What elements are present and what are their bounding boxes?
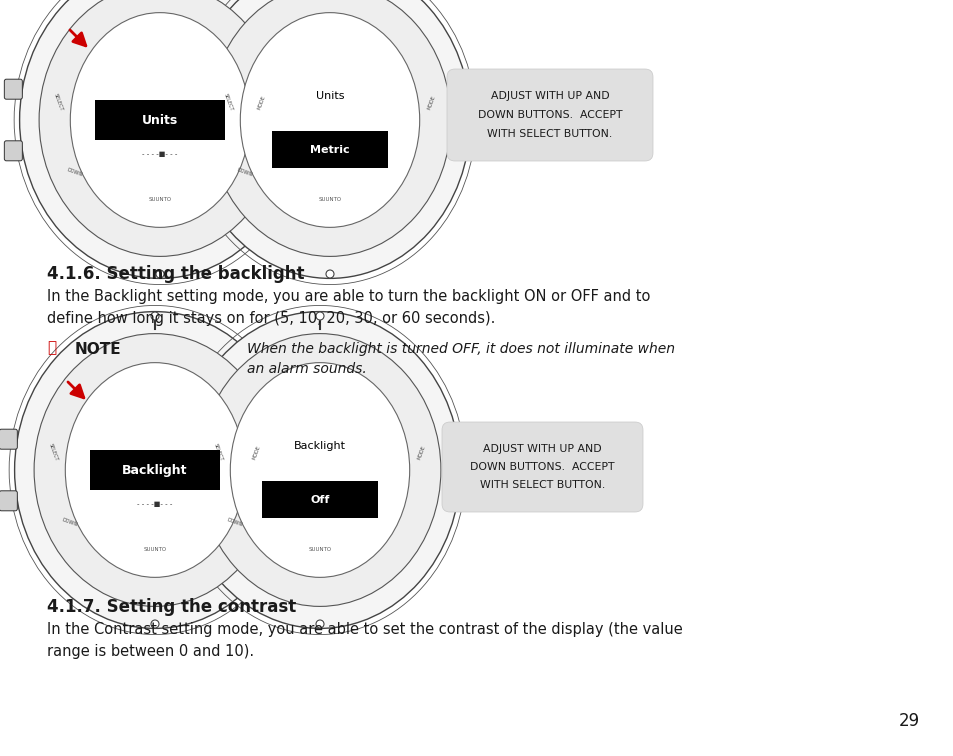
- Circle shape: [315, 312, 324, 320]
- Text: MODE: MODE: [256, 94, 266, 110]
- Text: MODE: MODE: [426, 94, 436, 110]
- Text: SUUNTO: SUUNTO: [149, 197, 172, 202]
- Text: When the backlight is turned OFF, it does not illuminate when: When the backlight is turned OFF, it doe…: [247, 342, 675, 356]
- Text: WITH SELECT BUTTON.: WITH SELECT BUTTON.: [487, 129, 612, 139]
- FancyBboxPatch shape: [164, 429, 182, 449]
- FancyBboxPatch shape: [95, 100, 225, 141]
- Ellipse shape: [82, 32, 237, 208]
- Ellipse shape: [65, 363, 244, 578]
- Ellipse shape: [190, 0, 470, 278]
- Text: SUUNTO: SUUNTO: [308, 547, 332, 552]
- FancyBboxPatch shape: [174, 141, 193, 161]
- Ellipse shape: [71, 13, 250, 228]
- Text: NOTE: NOTE: [75, 342, 121, 357]
- Text: DOWN: DOWN: [61, 518, 77, 528]
- Text: - - - -■- - -: - - - -■- - -: [142, 151, 177, 157]
- FancyBboxPatch shape: [447, 69, 652, 161]
- Text: MODE: MODE: [252, 445, 261, 460]
- Text: DOWN: DOWN: [235, 168, 253, 178]
- Text: range is between 0 and 10).: range is between 0 and 10).: [47, 644, 253, 659]
- Text: Backlight: Backlight: [122, 464, 188, 477]
- FancyBboxPatch shape: [164, 491, 182, 511]
- FancyBboxPatch shape: [261, 481, 378, 519]
- Text: WITH SELECT BUTTON.: WITH SELECT BUTTON.: [479, 481, 604, 491]
- FancyBboxPatch shape: [467, 110, 485, 130]
- Ellipse shape: [20, 0, 300, 278]
- Circle shape: [151, 312, 159, 320]
- Text: 4.1.7. Setting the contrast: 4.1.7. Setting the contrast: [47, 598, 296, 616]
- Ellipse shape: [179, 311, 460, 628]
- Text: Metric: Metric: [310, 144, 350, 154]
- Text: DOWN: DOWN: [66, 168, 83, 178]
- FancyBboxPatch shape: [5, 79, 22, 99]
- Ellipse shape: [209, 0, 451, 256]
- FancyBboxPatch shape: [293, 460, 311, 480]
- Text: ADJUST WITH UP AND: ADJUST WITH UP AND: [482, 444, 601, 454]
- Text: DOWN BUTTONS.  ACCEPT: DOWN BUTTONS. ACCEPT: [470, 462, 614, 472]
- Text: DOWN: DOWN: [226, 518, 242, 528]
- FancyBboxPatch shape: [441, 422, 642, 512]
- Circle shape: [326, 270, 334, 278]
- Ellipse shape: [242, 382, 397, 558]
- Text: SUUNTO: SUUNTO: [143, 547, 167, 552]
- Text: Units: Units: [142, 114, 178, 127]
- Ellipse shape: [77, 382, 233, 558]
- FancyBboxPatch shape: [5, 141, 22, 161]
- Text: Off: Off: [310, 494, 330, 504]
- Text: In the Backlight setting mode, you are able to turn the backlight ON or OFF and : In the Backlight setting mode, you are a…: [47, 289, 650, 304]
- Text: ADJUST WITH UP AND: ADJUST WITH UP AND: [490, 91, 609, 101]
- FancyBboxPatch shape: [0, 429, 17, 449]
- Ellipse shape: [199, 333, 440, 606]
- Text: MODE: MODE: [416, 445, 426, 460]
- Text: SUUNTO: SUUNTO: [318, 197, 341, 202]
- Ellipse shape: [14, 311, 295, 628]
- Text: SELECT: SELECT: [53, 93, 64, 112]
- Text: Backlight: Backlight: [294, 442, 346, 451]
- FancyBboxPatch shape: [297, 110, 315, 130]
- Ellipse shape: [252, 32, 408, 208]
- Ellipse shape: [34, 333, 275, 606]
- Circle shape: [156, 270, 164, 278]
- FancyBboxPatch shape: [457, 460, 476, 480]
- FancyBboxPatch shape: [174, 79, 193, 99]
- Text: 4.1.6. Setting the backlight: 4.1.6. Setting the backlight: [47, 265, 304, 283]
- FancyBboxPatch shape: [0, 491, 17, 511]
- Circle shape: [151, 620, 159, 628]
- Text: DOWN BUTTONS.  ACCEPT: DOWN BUTTONS. ACCEPT: [477, 110, 621, 120]
- Text: 29: 29: [898, 712, 919, 730]
- Text: 📝: 📝: [47, 340, 56, 355]
- Ellipse shape: [240, 13, 419, 228]
- Text: Units: Units: [315, 91, 344, 101]
- Text: define how long it stays on for (5, 10, 20, 30, or 60 seconds).: define how long it stays on for (5, 10, …: [47, 311, 495, 326]
- Text: SELECT: SELECT: [223, 93, 233, 112]
- Ellipse shape: [39, 0, 280, 256]
- Text: SELECT: SELECT: [48, 443, 59, 462]
- Text: SELECT: SELECT: [213, 443, 224, 462]
- Text: - - - -■- - -: - - - -■- - -: [137, 501, 172, 507]
- Text: an alarm sounds.: an alarm sounds.: [247, 362, 366, 376]
- FancyBboxPatch shape: [272, 131, 388, 169]
- Text: In the Contrast setting mode, you are able to set the contrast of the display (t: In the Contrast setting mode, you are ab…: [47, 622, 682, 637]
- FancyBboxPatch shape: [90, 450, 220, 491]
- Ellipse shape: [230, 363, 409, 578]
- Circle shape: [315, 620, 324, 628]
